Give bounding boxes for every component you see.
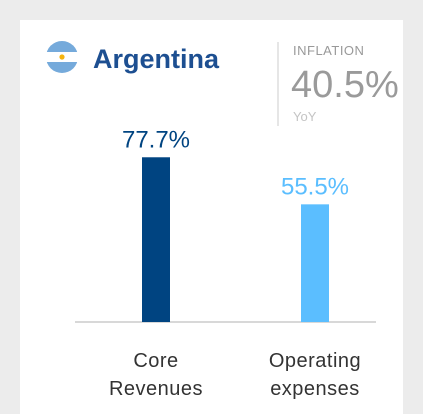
x-tick-label: Operating expenses: [269, 350, 361, 400]
chart-title: Argentina: [93, 44, 220, 74]
bar: [301, 204, 329, 322]
x-tick-label-line: Core: [133, 350, 178, 372]
bar: [142, 157, 170, 322]
inflation-value: 40.5%: [291, 64, 399, 106]
value-label: 55.5%: [281, 173, 349, 200]
inflation-period: YoY: [293, 109, 317, 124]
x-tick-label-line: Revenues: [109, 378, 203, 400]
x-tick-label-line: expenses: [270, 378, 360, 400]
value-label: 77.7%: [122, 126, 190, 153]
card: [20, 20, 403, 414]
x-tick-label: Core Revenues: [109, 350, 203, 400]
flag-icon: [46, 41, 78, 73]
inflation-label: INFLATION: [293, 43, 364, 58]
x-tick-label-line: Operating: [269, 350, 361, 372]
